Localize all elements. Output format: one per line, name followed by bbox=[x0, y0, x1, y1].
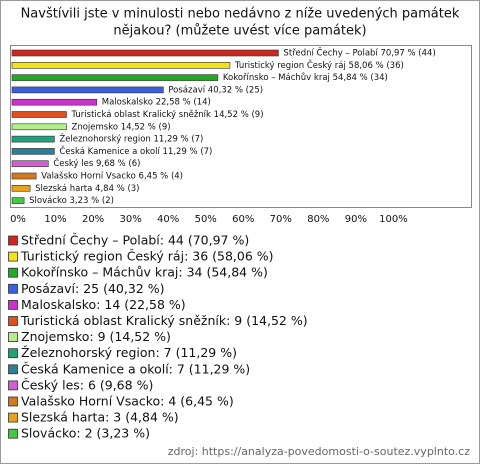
legend-label: Posázaví: 25 (40,32 %) bbox=[21, 281, 164, 296]
legend-marker bbox=[8, 316, 18, 326]
legend-label: Turistický region Český ráj: 36 (58,06 %… bbox=[20, 249, 274, 264]
legend-marker bbox=[8, 348, 18, 359]
x-tick-label: 0% bbox=[10, 214, 26, 225]
value-label: Český les 9,68 % (6) bbox=[53, 157, 140, 169]
value-label: Železnohorský region 11,29 % (7) bbox=[59, 133, 203, 145]
bar bbox=[11, 197, 25, 204]
value-label: Turistická oblast Kralický sněžník 14,52… bbox=[71, 110, 264, 120]
value-label: Valašsko Horní Vsacko 6,45 % (4) bbox=[41, 171, 183, 182]
bar bbox=[11, 49, 279, 57]
x-tick-label: 10% bbox=[44, 214, 66, 225]
legend-marker bbox=[8, 235, 18, 246]
value-label: Slezská harta 4,84 % (3) bbox=[35, 184, 139, 194]
legend-marker bbox=[8, 332, 18, 343]
bar bbox=[11, 148, 55, 155]
bar bbox=[11, 172, 37, 180]
bar bbox=[11, 98, 98, 106]
legend-marker bbox=[8, 267, 18, 278]
legend-label: Železnohorský region: 7 (11,29 %) bbox=[21, 345, 237, 360]
legend-marker bbox=[8, 364, 18, 375]
legend-marker bbox=[8, 428, 18, 439]
bar bbox=[11, 135, 55, 143]
legend-label: Valašsko Horní Vsacko: 4 (6,45 %) bbox=[21, 394, 234, 409]
legend-label: Slezská harta: 3 (4,84 %) bbox=[21, 410, 179, 425]
bar bbox=[11, 185, 31, 192]
chart-title: Navštívili jste v minulosti nebo nedávno… bbox=[21, 7, 460, 22]
value-label: Znojemsko 14,52 % (9) bbox=[72, 122, 171, 132]
legend-label: Slovácko: 2 (3,23 %) bbox=[21, 426, 150, 441]
x-tick-label: 100% bbox=[379, 214, 408, 225]
legend-label: Český les: 6 (9,68 %) bbox=[21, 377, 153, 392]
legend-label: Turistická oblast Kralický sněžník: 9 (1… bbox=[20, 313, 308, 328]
value-label: Maloskalsko 22,58 % (14) bbox=[102, 98, 211, 108]
legend-marker bbox=[8, 396, 18, 407]
legend-label: Střední Čechy – Polabí: 44 (70,97 %) bbox=[21, 233, 249, 248]
legend-label: Kokořínsko – Máchův kraj: 34 (54,84 %) bbox=[21, 265, 268, 280]
x-tick-label: 90% bbox=[345, 214, 367, 225]
value-label: Česká Kamenice a okolí 11,29 % (7) bbox=[59, 145, 212, 157]
bar bbox=[11, 160, 49, 167]
x-tick-label: 40% bbox=[157, 214, 179, 225]
bar bbox=[11, 74, 219, 81]
x-tick-label: 50% bbox=[195, 214, 217, 225]
chart-title: nějakou? (můžete uvést více památek) bbox=[113, 24, 366, 39]
bar bbox=[11, 123, 67, 131]
x-tick-label: 60% bbox=[232, 214, 254, 225]
value-label: Kokořínsko – Máchův kraj 54,84 % (34) bbox=[223, 72, 388, 83]
bar bbox=[11, 61, 231, 69]
legend-marker bbox=[8, 251, 18, 262]
legend-marker bbox=[8, 380, 18, 391]
plot-area bbox=[10, 45, 472, 208]
legend-marker bbox=[8, 412, 18, 423]
legend-label: Znojemsko: 9 (14,52 %) bbox=[21, 329, 171, 344]
bar bbox=[11, 111, 67, 118]
x-tick-label: 80% bbox=[307, 214, 329, 225]
value-label: Posázaví 40,32 % (25) bbox=[168, 85, 263, 95]
legend-label: Česká Kamenice a okolí: 7 (11,29 %) bbox=[21, 361, 250, 376]
value-label: Slovácko 3,23 % (2) bbox=[29, 196, 114, 206]
bar bbox=[11, 86, 164, 94]
x-tick-label: 30% bbox=[120, 214, 142, 225]
value-label: Turistický region Český ráj 58,06 % (36) bbox=[234, 59, 404, 71]
x-tick-label: 70% bbox=[270, 214, 292, 225]
x-tick-label: 20% bbox=[82, 214, 104, 225]
legend-label: Maloskalsko: 14 (22,58 %) bbox=[21, 297, 186, 312]
legend-marker bbox=[8, 283, 18, 294]
legend-marker bbox=[8, 299, 18, 310]
value-label: Střední Čechy – Polabí 70,97 % (44) bbox=[283, 47, 435, 59]
source: zdroj: https://analyza-povedomosti-o-sou… bbox=[168, 445, 470, 458]
